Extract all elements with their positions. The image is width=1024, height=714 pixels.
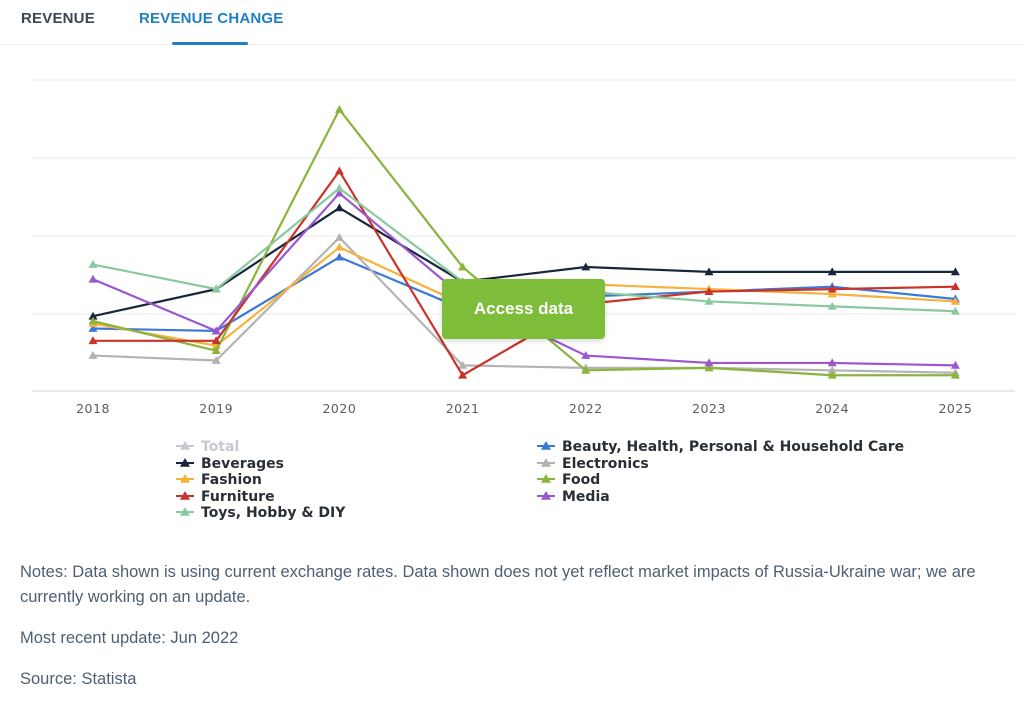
x-tick-label: 2018: [76, 401, 110, 416]
data-point[interactable]: [950, 282, 960, 291]
legend-label: Beverages: [201, 456, 284, 472]
legend-item[interactable]: Media: [537, 489, 610, 505]
x-tick-label: 2019: [199, 401, 233, 416]
legend-marker: [180, 507, 190, 516]
legend-label: Media: [562, 489, 610, 505]
data-point[interactable]: [88, 351, 98, 359]
series-line: [92, 206, 956, 318]
series-furniture: [88, 166, 960, 379]
legend-label: Toys, Hobby & DIY: [201, 505, 346, 521]
update-date: Most recent update: Jun 2022: [20, 629, 239, 647]
legend-marker: [180, 474, 190, 483]
data-point[interactable]: [334, 232, 344, 241]
x-tick-label: 2021: [446, 401, 480, 416]
data-point[interactable]: [334, 188, 344, 197]
data-point[interactable]: [458, 360, 468, 369]
legend-label: Furniture: [201, 489, 275, 505]
data-point[interactable]: [88, 274, 98, 283]
legend-item[interactable]: Furniture: [176, 489, 275, 505]
legend-marker: [180, 458, 190, 467]
data-point[interactable]: [950, 267, 960, 276]
data-point[interactable]: [704, 287, 714, 295]
x-tick-label: 2023: [692, 401, 726, 416]
source-label: Source: Statista: [20, 670, 137, 688]
data-point[interactable]: [211, 336, 221, 345]
data-point[interactable]: [458, 262, 468, 271]
data-point[interactable]: [458, 370, 468, 379]
series-line: [93, 169, 956, 377]
x-tick-label: 2022: [569, 401, 603, 416]
legend-marker: [541, 441, 551, 450]
data-point[interactable]: [581, 262, 591, 271]
data-point[interactable]: [950, 360, 960, 369]
grid-lines: [32, 79, 1015, 392]
data-point[interactable]: [334, 105, 344, 113]
legend-item[interactable]: Toys, Hobby & DIY: [176, 505, 346, 521]
data-point[interactable]: [334, 166, 344, 175]
legend-item[interactable]: Total: [176, 439, 239, 455]
legend-marker: [541, 474, 551, 483]
data-point[interactable]: [334, 203, 344, 212]
chart-legend: Total Beauty, Health, Personal & Househol…: [176, 439, 904, 521]
legend-item[interactable]: Beauty, Health, Personal & Household Car…: [537, 439, 904, 455]
data-point[interactable]: [211, 326, 221, 335]
active-tab-indicator: [172, 42, 248, 45]
legend-marker: [180, 441, 190, 450]
legend-item[interactable]: Beverages: [176, 456, 284, 472]
legend-item[interactable]: Electronics: [537, 456, 649, 472]
data-point[interactable]: [334, 183, 344, 192]
data-point[interactable]: [704, 267, 714, 276]
data-point[interactable]: [88, 316, 98, 325]
data-point[interactable]: [88, 336, 98, 345]
data-point[interactable]: [704, 358, 714, 367]
data-point[interactable]: [334, 252, 344, 261]
data-point[interactable]: [88, 260, 98, 268]
legend-label: Total: [201, 439, 239, 455]
data-point[interactable]: [704, 296, 714, 305]
series-line: [92, 236, 956, 374]
legend-marker: [180, 491, 190, 500]
data-point[interactable]: [334, 242, 344, 251]
legend-item[interactable]: Food: [537, 472, 600, 488]
x-axis: 2018 2019 2020 2021 2022 2023 2024 2025: [76, 401, 972, 416]
legend-label: Beauty, Health, Personal & Household Car…: [562, 439, 904, 455]
data-point[interactable]: [581, 351, 591, 359]
legend-label: Fashion: [201, 472, 262, 488]
data-point[interactable]: [827, 284, 837, 293]
data-point[interactable]: [88, 311, 98, 320]
legend-marker: [541, 458, 551, 467]
data-point[interactable]: [827, 365, 837, 374]
x-tick-label: 2024: [815, 401, 849, 416]
data-point[interactable]: [950, 306, 960, 315]
legend-marker: [541, 491, 551, 500]
data-point[interactable]: [827, 289, 837, 298]
data-point[interactable]: [827, 358, 837, 367]
legend-item[interactable]: Fashion: [176, 472, 262, 488]
data-point[interactable]: [581, 365, 591, 374]
data-point[interactable]: [950, 296, 960, 305]
data-point[interactable]: [211, 346, 221, 355]
legend-label: Food: [562, 472, 600, 488]
data-point[interactable]: [950, 370, 960, 379]
data-point[interactable]: [211, 284, 221, 293]
data-point[interactable]: [827, 301, 837, 310]
chart-notes: Notes: Data shown is using current excha…: [20, 563, 976, 606]
x-tick-label: 2025: [938, 401, 972, 416]
tab-revenue-change[interactable]: REVENUE CHANGE: [139, 10, 284, 27]
data-point[interactable]: [827, 267, 837, 276]
legend-label: Electronics: [562, 456, 649, 472]
data-point[interactable]: [211, 355, 221, 364]
data-point[interactable]: [827, 370, 837, 379]
data-point[interactable]: [88, 323, 98, 332]
tab-revenue[interactable]: REVENUE: [21, 10, 95, 27]
x-tick-label: 2020: [322, 401, 356, 416]
data-point[interactable]: [704, 363, 714, 372]
tab-bar: REVENUE REVENUE CHANGE: [0, 0, 1024, 45]
access-data-button[interactable]: Access data: [442, 279, 605, 339]
